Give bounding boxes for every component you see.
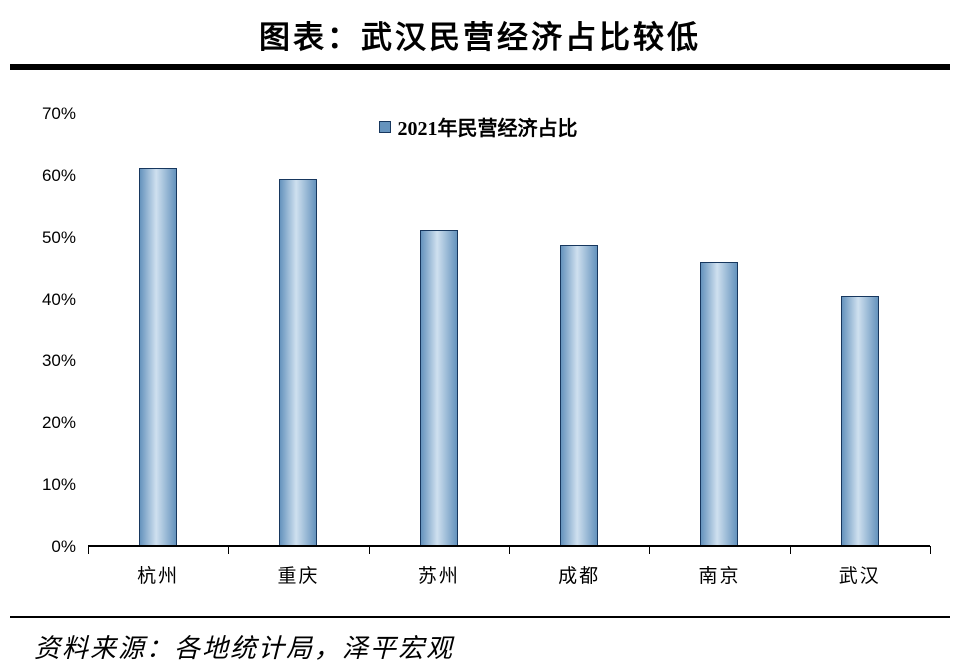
- y-axis-tick-label: 0%: [51, 537, 76, 556]
- bar-1: [279, 178, 318, 545]
- bar-column: [88, 114, 228, 545]
- x-axis-tick: [368, 546, 370, 554]
- y-axis-tick-label: 50%: [41, 227, 76, 247]
- bar-column: [649, 114, 789, 545]
- y-axis-tick-label: 10%: [41, 475, 76, 495]
- bar-0: [139, 167, 178, 545]
- y-axis-tick-label: 30%: [41, 351, 76, 371]
- x-axis-tick: [789, 546, 791, 554]
- bar-column: [790, 114, 930, 545]
- y-axis-tick-label: 70%: [41, 104, 76, 123]
- x-axis-label: 重庆: [277, 566, 320, 587]
- x-axis-label: 南京: [698, 566, 741, 587]
- x-axis-label: 杭州: [137, 566, 180, 587]
- bar-column: [228, 114, 368, 545]
- source-note: 资料来源：各地统计局，泽平宏观: [34, 634, 455, 663]
- legend-swatch-icon: [378, 120, 391, 133]
- footer-divider: [10, 616, 950, 618]
- x-axis-tick: [88, 546, 89, 554]
- x-axis-label: 苏州: [417, 566, 460, 587]
- legend: 2021年民营经济占比: [26, 112, 930, 141]
- bar-column: [509, 114, 649, 545]
- y-axis-tick-label: 40%: [41, 289, 76, 309]
- bar-chart: 2021年民营经济占比 70% 60% 50% 40% 30% 20% 10% 0%: [26, 104, 931, 556]
- x-axis-labels: 杭州 重庆 苏州 成都 南京 武汉: [26, 557, 930, 588]
- legend-label: 2021年民营经济占比: [397, 118, 578, 140]
- y-axis-tick-label: 20%: [41, 413, 76, 433]
- bar-series: [88, 114, 930, 545]
- x-axis-spacer: [26, 557, 88, 588]
- chart-title: 图表：武汉民营经济占比较低: [259, 20, 701, 55]
- plot-area: [88, 114, 931, 554]
- x-axis-tick: [228, 546, 230, 554]
- y-axis: 70% 60% 50% 40% 30% 20% 10% 0%: [26, 104, 88, 556]
- x-axis-label: 成都: [558, 566, 601, 587]
- title-divider: [10, 64, 950, 70]
- x-axis-label-row: 杭州 重庆 苏州 成都 南京 武汉: [88, 557, 930, 588]
- y-axis-tick-label: 60%: [41, 165, 76, 185]
- x-axis-tick: [930, 546, 931, 554]
- bar-5: [840, 296, 879, 545]
- bar-4: [700, 261, 739, 545]
- bar-2: [419, 230, 458, 545]
- bar-column: [369, 114, 509, 545]
- x-axis-label: 武汉: [838, 566, 881, 587]
- x-axis-tick: [649, 546, 651, 554]
- x-axis-tick: [509, 546, 510, 554]
- bar-3: [560, 244, 599, 545]
